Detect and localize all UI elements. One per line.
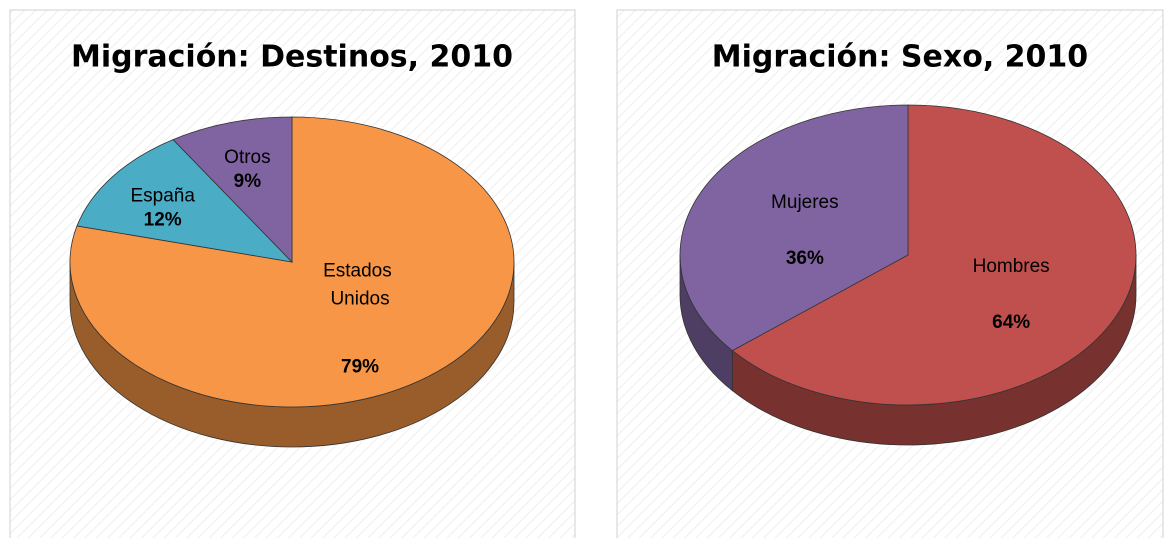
category-label: España bbox=[130, 186, 195, 207]
category-label-line: Unidos bbox=[330, 288, 389, 309]
pie-slice bbox=[679, 104, 909, 352]
pie-slice bbox=[76, 139, 294, 263]
pie-slice bbox=[172, 116, 293, 263]
data-label: 36% bbox=[786, 248, 824, 269]
data-label: 79% bbox=[341, 356, 379, 377]
chart-title: Migración: Destinos, 2010 bbox=[71, 40, 513, 75]
chart-title: Migración: Sexo, 2010 bbox=[712, 40, 1088, 75]
category-label: Hombres bbox=[973, 256, 1050, 277]
category-label: Otros bbox=[224, 147, 270, 168]
data-label: 64% bbox=[992, 312, 1030, 333]
category-label-line: Estados bbox=[323, 260, 397, 281]
data-label: 12% bbox=[144, 210, 182, 231]
category-label: Estados Unidos bbox=[323, 260, 397, 309]
data-label: 9% bbox=[234, 171, 262, 192]
category-label: Mujeres bbox=[771, 192, 839, 213]
pie-slice bbox=[731, 104, 1137, 406]
